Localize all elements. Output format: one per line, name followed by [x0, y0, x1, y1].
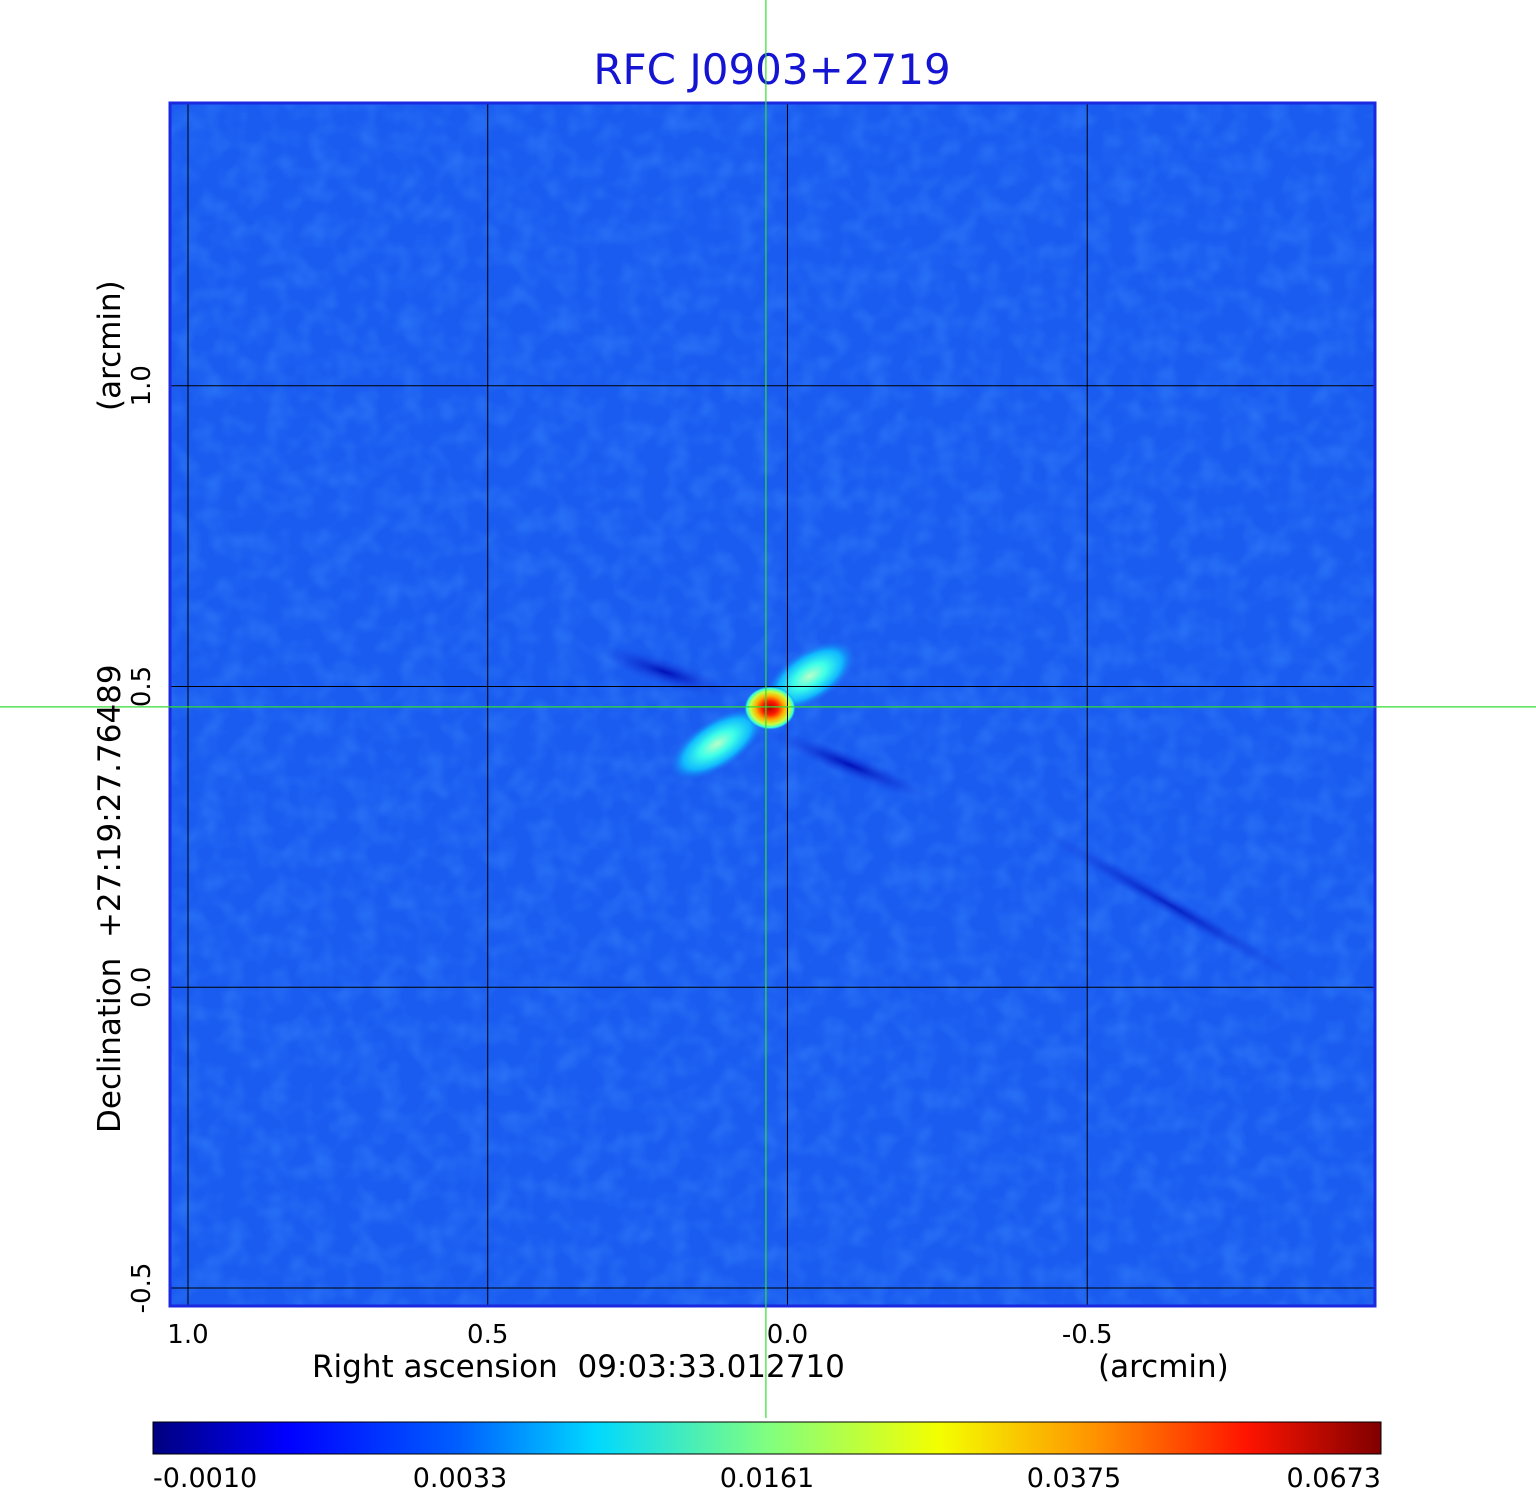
- x-tick-label: 0.0: [767, 1320, 808, 1350]
- x-tick-label: 1.0: [167, 1320, 208, 1350]
- y-tick-label: -0.5: [127, 1263, 157, 1314]
- y-axis-label: Declination +27:19:27.76489: [92, 664, 128, 1133]
- negative-sidelobe-3: [1031, 824, 1309, 986]
- plot-frame: [168, 101, 1377, 1308]
- source-core: [744, 686, 796, 730]
- jet-component-southeast: [668, 707, 766, 781]
- y-axis-unit: (arcmin): [92, 280, 128, 411]
- negative-sidelobe-2: [766, 729, 934, 801]
- colorbar-tick-label: 0.0673: [1287, 1463, 1381, 1494]
- x-tick-label: 0.5: [467, 1320, 508, 1350]
- x-tick-label: -0.5: [1062, 1320, 1113, 1350]
- negative-sidelobe-1: [598, 646, 732, 698]
- crosshair: [0, 0, 1536, 1418]
- plot-area: [170, 103, 1375, 1306]
- colorbar-tick-label: -0.0010: [153, 1463, 257, 1494]
- chart-title: RFC J0903+2719: [593, 45, 950, 94]
- x-axis-unit: (arcmin): [1098, 1349, 1229, 1385]
- colorbar-tick-label: 0.0161: [720, 1463, 814, 1494]
- colorbar-tick-label: 0.0033: [413, 1463, 507, 1494]
- colorbar-tick-labels: -0.0010 0.0033 0.0161 0.0375 0.0673: [153, 1463, 1381, 1494]
- colorbar-tick-label: 0.0375: [1027, 1463, 1121, 1494]
- y-tick-label: 0.5: [127, 666, 157, 707]
- coordinate-grid: [170, 103, 1375, 1306]
- y-tick-labels: 1.0 0.5 0.0 -0.5: [127, 365, 157, 1313]
- y-tick-label: 0.0: [127, 967, 157, 1008]
- y-tick-label: 1.0: [127, 365, 157, 406]
- colorbar: [152, 1421, 1382, 1455]
- x-tick-labels: 1.0 0.5 0.0 -0.5: [167, 1320, 1112, 1350]
- x-axis-label: Right ascension 09:03:33.012710: [312, 1349, 845, 1385]
